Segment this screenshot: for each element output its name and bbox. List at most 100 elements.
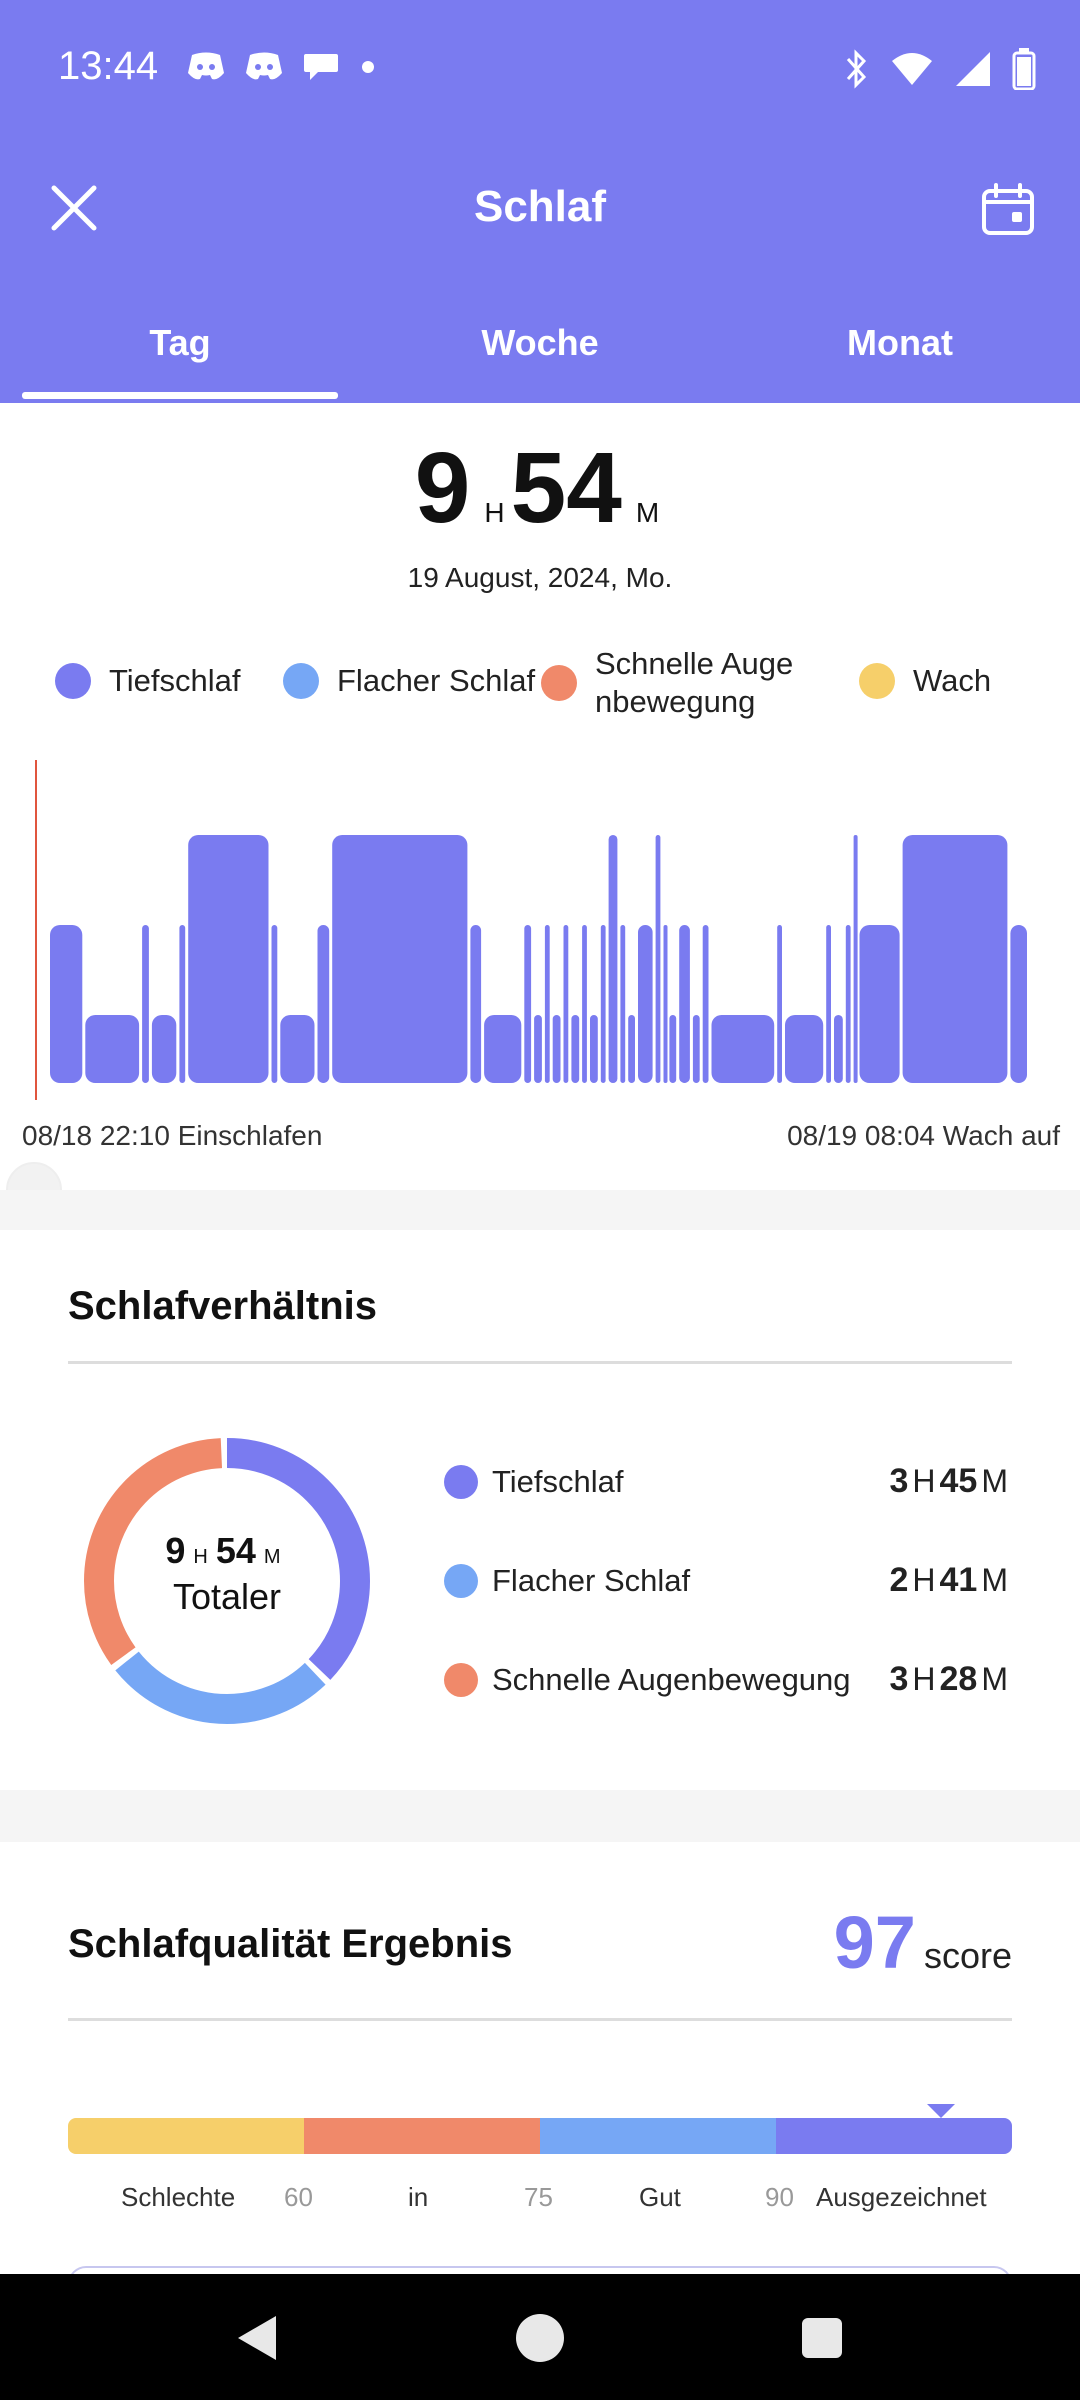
legend-label: Wach (913, 663, 992, 698)
tab-tag[interactable]: Tag (0, 310, 360, 403)
sleep-date: 19 August, 2024, Mo. (407, 562, 673, 593)
sleep-segment (317, 925, 330, 1083)
scale-label-ausgezeichnet: Ausgezeichnet (816, 2182, 987, 2212)
legend-dot (283, 663, 319, 699)
status-bar: 13:44 (0, 0, 1080, 140)
sleep-segment (600, 925, 606, 1083)
tab-woche[interactable]: Woche (481, 322, 599, 363)
sleep-segment (834, 1015, 843, 1083)
score-number: 97 (833, 1901, 916, 1984)
sleep-segment (711, 1015, 775, 1083)
home-icon[interactable] (516, 2314, 564, 2362)
scale-segment-ausgezeichnet (776, 2118, 1012, 2154)
sleep-segment (590, 1015, 598, 1083)
discord-icon (188, 52, 224, 80)
sleep-start-label: 08/18 22:10 Einschlafen (22, 1120, 323, 1151)
ratio-dot (444, 1464, 478, 1499)
legend-dot (859, 663, 895, 699)
sleep-segment (702, 925, 709, 1083)
sleep-segment (582, 925, 587, 1083)
sleep-segment (785, 1015, 824, 1083)
donut-slice (84, 1438, 370, 1724)
ratio-row-tiefschlaf: Tiefschlaf 3 H 45 M (444, 1462, 1012, 1501)
donut-minutes-unit: M (263, 1546, 281, 1568)
total-sleep: 9 H 54 M (0, 438, 1080, 538)
donut-slice (84, 1438, 370, 1724)
hours-unit: H (484, 497, 505, 528)
sleep-segment (859, 925, 900, 1083)
sleep-segment (845, 925, 851, 1083)
sleep-ratio-donut (84, 1438, 370, 1724)
sleep-segment (638, 925, 653, 1083)
legend-item-wach: Wach (859, 663, 991, 699)
legend-item-flacher-schlaf: Flacher Schlaf (283, 663, 535, 699)
donut-slice (84, 1438, 370, 1724)
ratio-row-flacher-schlaf: Flacher Schlaf 2 H 41 M (444, 1561, 1012, 1600)
period-tabs: Tag Woche Monat (0, 310, 1080, 403)
wake-label: 08/19 08:04 Wach auf (787, 1120, 1060, 1151)
total-hours: 9 (414, 432, 471, 544)
sleep-segment (50, 925, 83, 1083)
sleep-segment (777, 925, 782, 1083)
recents-icon[interactable] (802, 2318, 842, 2358)
divider (68, 2018, 1012, 2021)
legend-dot (541, 665, 577, 701)
sleep-segment (332, 835, 468, 1083)
chart-bars (50, 835, 1027, 1083)
total-minutes: 54 (510, 432, 622, 544)
scale-segment-gut (540, 2118, 776, 2154)
chat-bubble-icon (304, 54, 338, 80)
cellular-icon (956, 52, 990, 86)
sleep-stage-chart[interactable] (20, 750, 1060, 1100)
scale-threshold-90: 90 (765, 2182, 794, 2212)
scale-threshold-60: 60 (284, 2182, 313, 2212)
ratio-title: Schlafverhältnis (68, 1284, 378, 1328)
sleep-segment (655, 835, 661, 1083)
discord-icon (246, 52, 282, 80)
dot-icon (362, 61, 374, 73)
legend-dot (55, 663, 91, 699)
quality-title: Schlafqualität Ergebnis (68, 1922, 513, 1966)
ratio-value: 2 H 41 M (889, 1561, 1008, 1599)
sleep-segment (524, 925, 532, 1083)
stage-legend: Tiefschlaf Flacher Schlaf Schnelle Auge … (55, 645, 1045, 721)
sleep-segment (484, 1015, 522, 1083)
ratio-value: 3 H 28 M (889, 1660, 1008, 1698)
sleep-segment (470, 925, 482, 1083)
sleep-segment (663, 925, 668, 1083)
scale-segment-in (304, 2118, 540, 2154)
ratio-value: 3 H 45 M (889, 1462, 1008, 1500)
scale-label-schlechte: Schlechte (121, 2182, 236, 2212)
legend-label: Tiefschlaf (109, 663, 241, 698)
sleep-segment (188, 835, 269, 1083)
quality-scale-bar (68, 2118, 1012, 2154)
ratio-row-rem: Schnelle Augenbewegung 3 H 28 M (444, 1660, 1012, 1699)
ratio-dot (444, 1662, 478, 1697)
status-time: 13:44 (58, 44, 159, 88)
tab-monat[interactable]: Monat (847, 322, 953, 363)
sleep-segment (1010, 925, 1027, 1083)
sleep-segment (669, 1015, 677, 1083)
calendar-button[interactable] (976, 178, 1040, 242)
sleep-segment (826, 925, 831, 1083)
legend-item-rem: Schnelle Auge nbewegung (541, 645, 805, 721)
wifi-icon (892, 53, 932, 85)
sleep-segment (85, 1015, 140, 1083)
back-icon[interactable] (236, 2314, 278, 2362)
sleep-segment (151, 1015, 177, 1083)
donut-minutes: 54 (215, 1530, 256, 1571)
sleep-segment (142, 925, 149, 1083)
score-marker (927, 2104, 956, 2118)
system-nav-bar (0, 2274, 1080, 2400)
ratio-label: Flacher Schlaf (492, 1562, 691, 1598)
close-button[interactable] (44, 178, 104, 238)
close-icon (51, 185, 97, 231)
page-title: Schlaf (473, 182, 607, 231)
battery-icon (1012, 48, 1036, 90)
sleep-segment (544, 925, 550, 1083)
calendar-icon (982, 183, 1034, 235)
sleep-segment (620, 925, 626, 1083)
scale-threshold-75: 75 (524, 2182, 553, 2212)
sleep-segment (271, 925, 278, 1083)
scale-segment-schlechte (68, 2118, 304, 2154)
